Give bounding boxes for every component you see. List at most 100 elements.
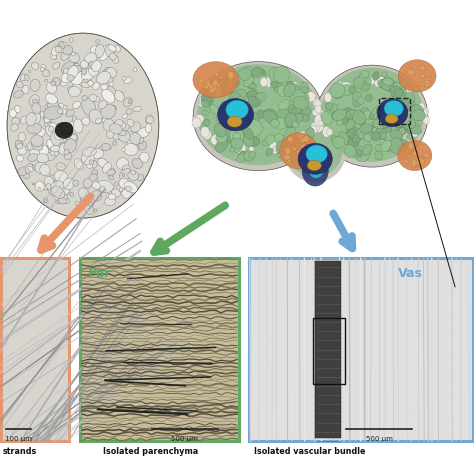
Ellipse shape — [224, 126, 234, 136]
Ellipse shape — [54, 171, 68, 182]
Ellipse shape — [362, 110, 371, 119]
Ellipse shape — [231, 142, 242, 152]
Bar — [249, 258, 473, 441]
Ellipse shape — [357, 128, 369, 140]
Ellipse shape — [145, 124, 152, 133]
Ellipse shape — [193, 62, 324, 171]
Ellipse shape — [399, 139, 407, 146]
Ellipse shape — [377, 77, 386, 85]
Ellipse shape — [238, 68, 252, 81]
Ellipse shape — [365, 77, 372, 84]
Ellipse shape — [201, 127, 210, 137]
Ellipse shape — [280, 133, 318, 169]
Ellipse shape — [410, 105, 424, 118]
Ellipse shape — [128, 99, 131, 104]
Ellipse shape — [375, 144, 383, 151]
Ellipse shape — [314, 100, 321, 107]
Ellipse shape — [373, 72, 379, 81]
Ellipse shape — [81, 77, 91, 88]
Ellipse shape — [380, 143, 388, 151]
Ellipse shape — [51, 186, 65, 198]
Ellipse shape — [55, 199, 62, 204]
Ellipse shape — [301, 148, 308, 155]
Ellipse shape — [269, 67, 278, 78]
Ellipse shape — [346, 146, 356, 156]
Ellipse shape — [61, 188, 70, 195]
Ellipse shape — [274, 134, 284, 144]
Ellipse shape — [252, 67, 262, 78]
Ellipse shape — [210, 105, 219, 114]
Ellipse shape — [66, 109, 74, 117]
Ellipse shape — [407, 98, 415, 106]
Ellipse shape — [48, 186, 55, 196]
Ellipse shape — [99, 100, 107, 109]
Ellipse shape — [46, 82, 56, 93]
Ellipse shape — [107, 193, 114, 200]
Ellipse shape — [128, 171, 138, 181]
Ellipse shape — [197, 64, 319, 165]
Ellipse shape — [284, 147, 291, 155]
Ellipse shape — [308, 158, 324, 178]
Ellipse shape — [273, 146, 281, 152]
Ellipse shape — [374, 79, 382, 87]
Ellipse shape — [198, 78, 203, 83]
Ellipse shape — [315, 114, 324, 127]
Ellipse shape — [228, 72, 234, 79]
Ellipse shape — [98, 46, 109, 61]
Ellipse shape — [379, 142, 389, 149]
Ellipse shape — [108, 45, 116, 52]
Ellipse shape — [385, 127, 392, 133]
Ellipse shape — [384, 100, 403, 117]
Ellipse shape — [383, 121, 389, 128]
Ellipse shape — [396, 98, 403, 107]
Ellipse shape — [211, 85, 216, 91]
Ellipse shape — [383, 119, 394, 129]
Ellipse shape — [358, 112, 365, 120]
Ellipse shape — [40, 164, 50, 175]
Ellipse shape — [97, 72, 110, 84]
Ellipse shape — [63, 75, 68, 81]
Ellipse shape — [85, 53, 97, 63]
Ellipse shape — [288, 104, 298, 113]
Ellipse shape — [74, 159, 84, 170]
Ellipse shape — [91, 61, 101, 72]
Text: Isolated vascular bundle: Isolated vascular bundle — [254, 447, 365, 456]
Ellipse shape — [249, 146, 254, 153]
Ellipse shape — [336, 82, 344, 92]
Ellipse shape — [331, 136, 337, 142]
Ellipse shape — [238, 136, 245, 142]
Ellipse shape — [340, 82, 350, 91]
Ellipse shape — [211, 86, 219, 95]
Ellipse shape — [122, 77, 126, 80]
Ellipse shape — [376, 107, 386, 115]
Ellipse shape — [418, 158, 423, 162]
Ellipse shape — [45, 103, 54, 112]
Ellipse shape — [390, 103, 404, 114]
Ellipse shape — [361, 71, 369, 78]
Ellipse shape — [419, 65, 425, 71]
Ellipse shape — [270, 73, 277, 82]
Ellipse shape — [59, 41, 65, 49]
Ellipse shape — [78, 188, 89, 200]
Ellipse shape — [93, 209, 97, 212]
Ellipse shape — [27, 123, 42, 134]
Ellipse shape — [206, 80, 210, 84]
Ellipse shape — [377, 99, 408, 127]
Ellipse shape — [298, 156, 302, 160]
Ellipse shape — [28, 70, 30, 73]
Ellipse shape — [407, 126, 414, 134]
Ellipse shape — [260, 77, 267, 87]
Ellipse shape — [244, 76, 254, 87]
Ellipse shape — [380, 139, 385, 146]
Ellipse shape — [302, 155, 328, 186]
Ellipse shape — [119, 178, 129, 189]
Ellipse shape — [215, 73, 219, 76]
Ellipse shape — [346, 141, 354, 149]
Ellipse shape — [412, 151, 417, 156]
Ellipse shape — [45, 105, 56, 117]
Ellipse shape — [63, 197, 69, 203]
Ellipse shape — [401, 128, 406, 133]
Ellipse shape — [221, 102, 228, 109]
Ellipse shape — [392, 140, 400, 148]
Ellipse shape — [209, 84, 213, 89]
